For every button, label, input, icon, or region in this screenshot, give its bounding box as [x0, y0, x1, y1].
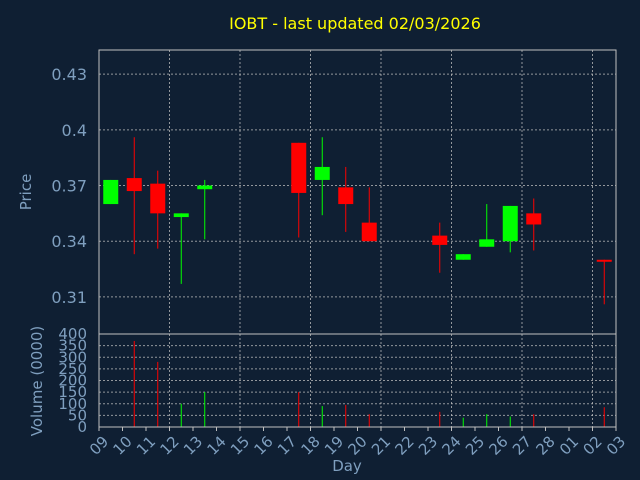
volume-tick-label: 0: [77, 418, 87, 436]
volume-tick-label: 350: [58, 337, 87, 355]
volume-tick-label: 100: [58, 395, 87, 413]
price-tick-label: 0.34: [51, 232, 87, 251]
volume-tick-label: 150: [58, 383, 87, 401]
volume-axis-label: Volume (0000): [28, 326, 46, 436]
volume-tick-label: 250: [58, 360, 87, 378]
candle-body: [338, 187, 354, 205]
price-tick-label: 0.43: [51, 65, 87, 84]
price-tick-label: 0.4: [62, 121, 87, 140]
candle-body: [361, 222, 377, 242]
volume-grid: [99, 334, 616, 427]
volume-panel-frame: [98, 333, 617, 428]
candle-body: [126, 178, 142, 192]
volume-tick-label: 300: [58, 348, 87, 366]
candle-body: [150, 183, 166, 214]
candle-body: [479, 239, 495, 247]
x-axis-label: Day: [332, 457, 362, 475]
volume-tick-label: 200: [58, 372, 87, 390]
candle-body: [502, 205, 518, 242]
candlesticks: [103, 137, 612, 305]
volume-tick-label: 400: [58, 325, 87, 343]
candle-body: [291, 142, 307, 193]
price-grid: [99, 50, 616, 334]
volume-tick-label: 50: [68, 406, 87, 424]
price-axis-ticks: 0.31 0.34 0.37 0.4 0.43: [51, 65, 87, 307]
volume-bars: [133, 340, 605, 427]
price-tick-label: 0.37: [51, 177, 87, 196]
candle-body: [526, 213, 542, 225]
candle-body: [432, 235, 448, 245]
price-tick-label: 0.31: [51, 288, 87, 307]
candle-body: [103, 179, 119, 205]
candle-body: [197, 185, 213, 190]
candle-body: [596, 259, 612, 262]
price-axis-label: Price: [17, 174, 35, 211]
candle-body: [314, 166, 330, 180]
chart-title: IOBT - last updated 02/03/2026: [229, 14, 481, 33]
candle-body: [455, 254, 471, 260]
candle-body: [173, 213, 189, 218]
